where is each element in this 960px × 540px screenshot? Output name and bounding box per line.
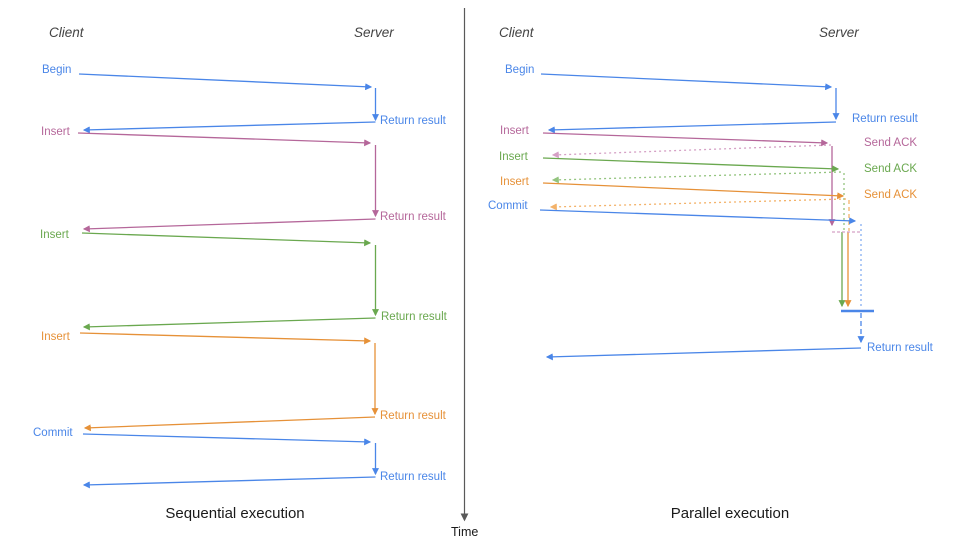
seq-begin-flow xyxy=(78,73,379,134)
par-insert3-label: Insert xyxy=(500,176,529,188)
seq-insert1-result: Return result xyxy=(380,211,446,223)
seq-commit-label: Commit xyxy=(33,427,73,439)
seq-begin-result: Return result xyxy=(380,115,446,127)
seq-client-header: Client xyxy=(49,25,84,40)
par-insert2-flow xyxy=(542,157,846,308)
par-insert3-flow xyxy=(542,182,852,308)
seq-commit-flow xyxy=(82,433,379,489)
seq-commit-result: Return result xyxy=(380,471,446,483)
seq-insert1-flow xyxy=(77,132,379,233)
par-client-header: Client xyxy=(499,25,534,40)
par-begin-label: Begin xyxy=(505,64,535,76)
seq-insert2-flow xyxy=(81,232,379,331)
par-commit-result: Return result xyxy=(867,342,933,354)
seq-insert3-label: Insert xyxy=(41,331,70,343)
seq-begin-label: Begin xyxy=(42,64,72,76)
seq-insert3-flow xyxy=(79,332,379,432)
par-insert1-ack: Send ACK xyxy=(864,137,918,149)
par-begin-result: Return result xyxy=(852,113,918,125)
sequential-caption: Sequential execution xyxy=(165,505,305,522)
seq-insert3-result: Return result xyxy=(380,410,446,422)
par-server-header: Server xyxy=(819,25,859,40)
par-insert1-flow xyxy=(542,132,836,227)
seq-insert1-label: Insert xyxy=(41,126,70,138)
par-insert2-ack: Send ACK xyxy=(864,163,918,175)
parallel-caption: Parallel execution xyxy=(670,505,790,522)
par-begin-flow xyxy=(540,73,840,134)
par-insert1-label: Insert xyxy=(500,125,529,137)
par-commit-flow xyxy=(539,209,874,361)
par-insert2-label: Insert xyxy=(499,151,528,163)
time-axis-label: Time xyxy=(451,525,479,539)
par-commit-label: Commit xyxy=(488,200,528,212)
seq-server-header: Server xyxy=(354,25,394,40)
seq-insert2-label: Insert xyxy=(40,229,69,241)
par-insert3-ack: Send ACK xyxy=(864,189,918,201)
seq-insert2-result: Return result xyxy=(381,311,447,323)
